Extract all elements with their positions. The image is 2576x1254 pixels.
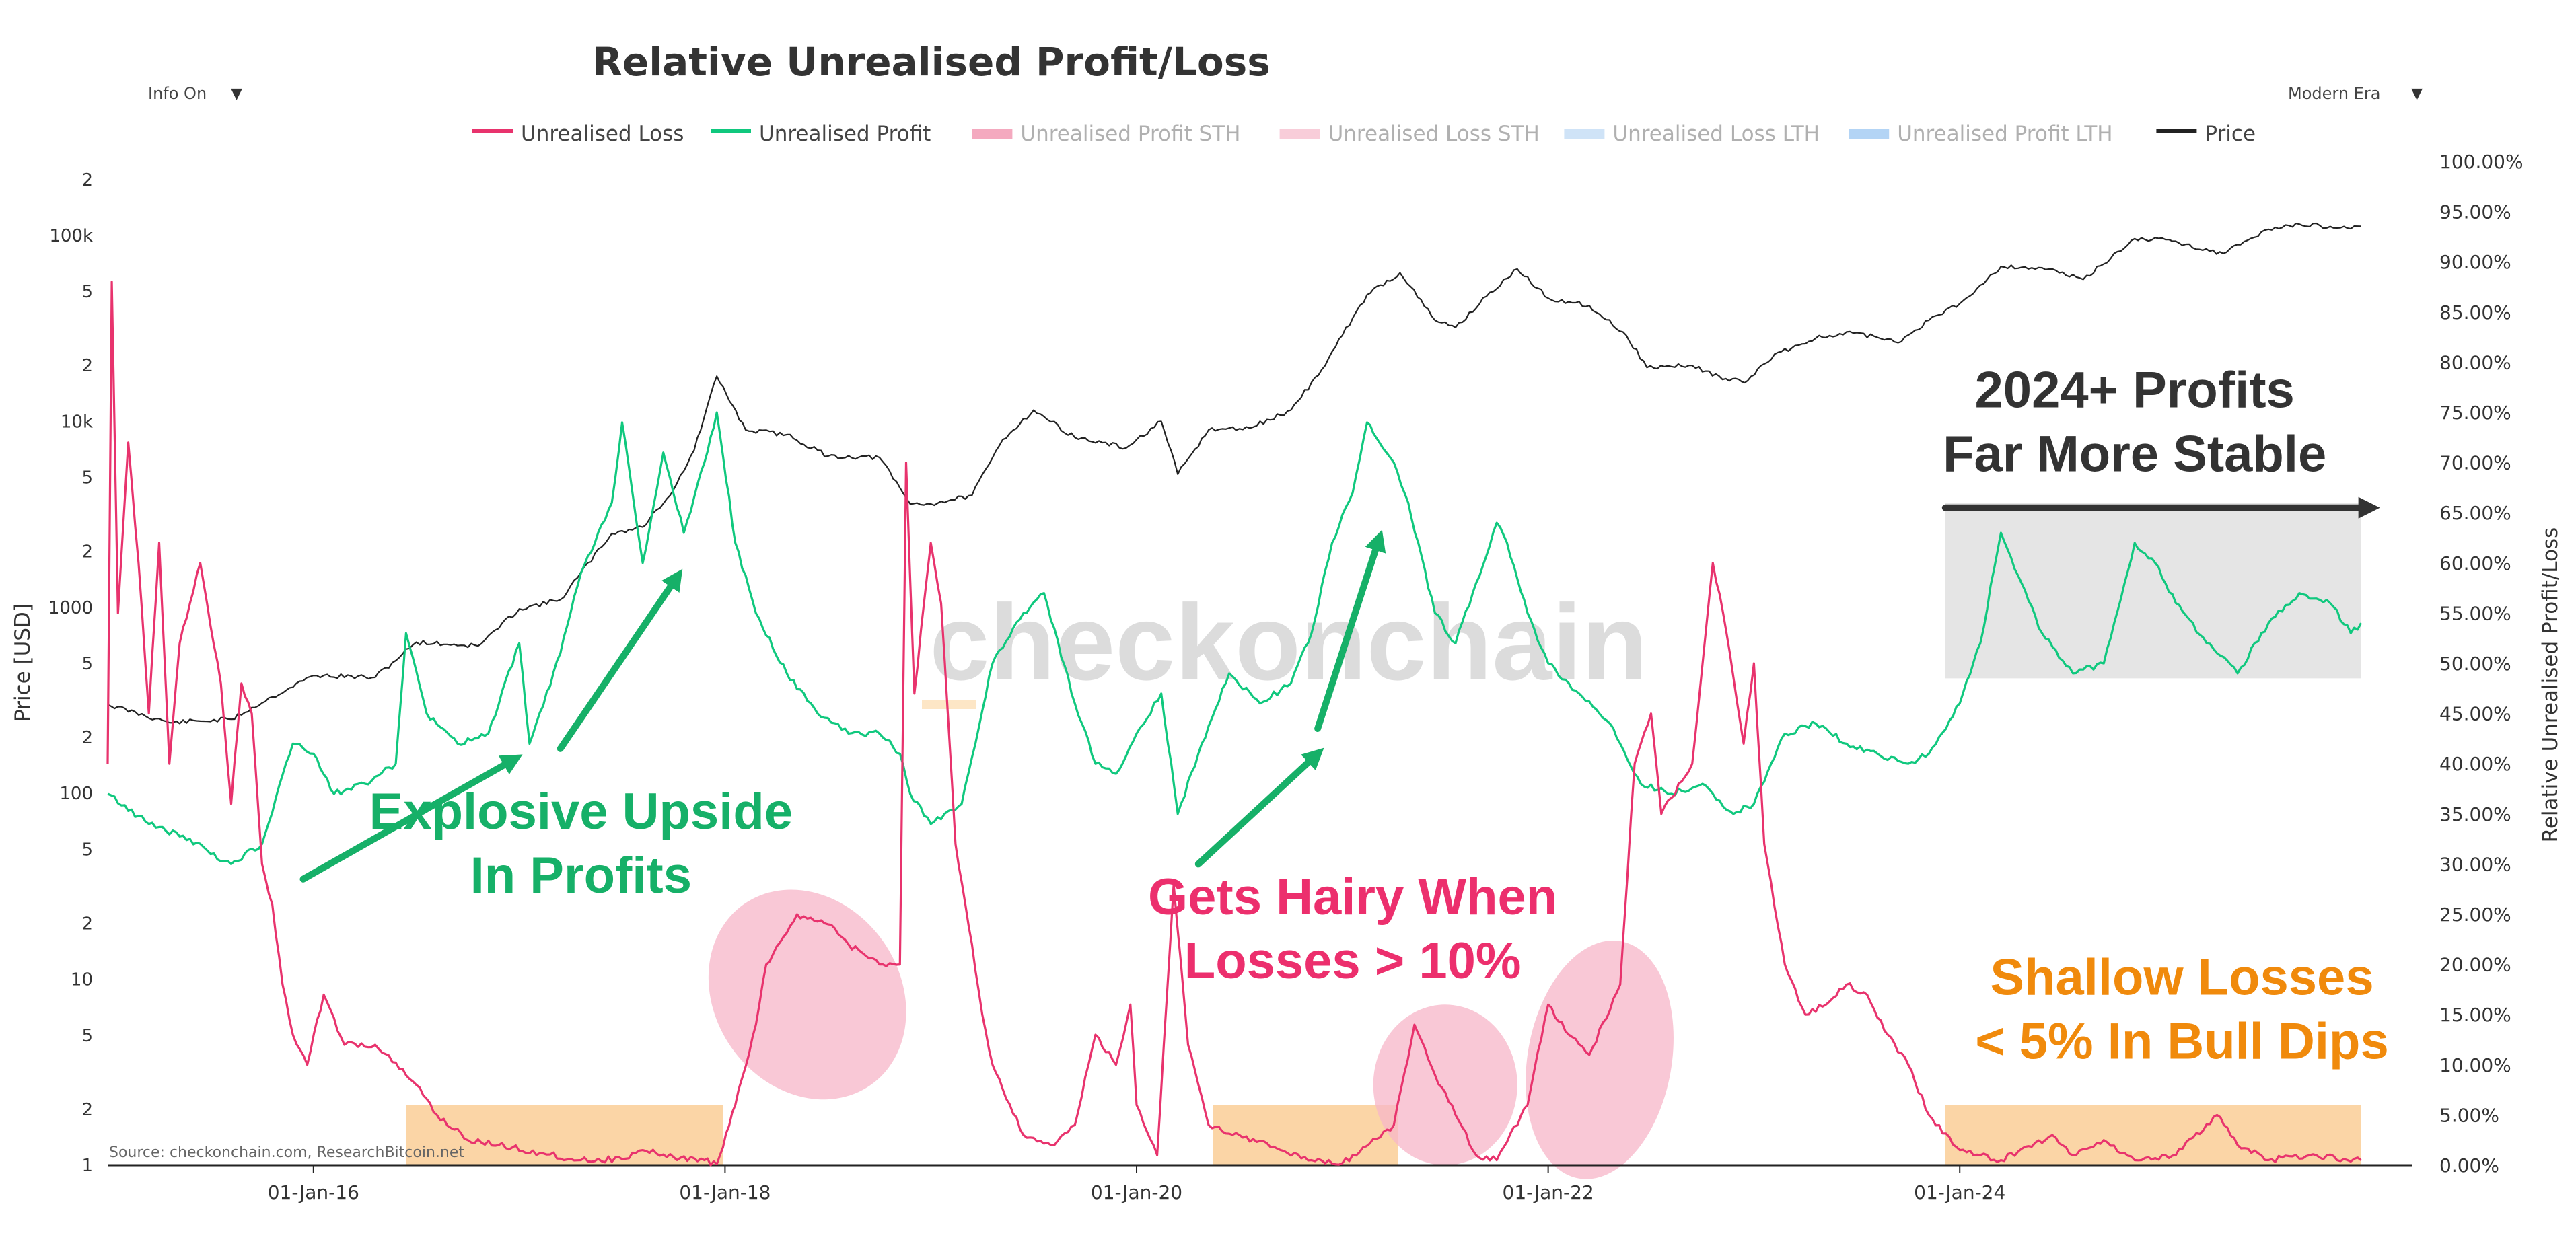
legend-label: Unrealised Loss LTH [1612, 122, 1820, 146]
y-right-tick-label: 75.00% [2439, 402, 2511, 424]
legend-swatch [1564, 129, 1605, 139]
y-left-tick-label: 2 [81, 1100, 93, 1120]
legend-label: Unrealised Profit STH [1020, 122, 1240, 146]
highlight-box [1213, 1105, 1398, 1165]
annotation-text: Explosive Upside [369, 783, 793, 840]
legend-item-unrealised-profit-lth[interactable]: Unrealised Profit LTH [1849, 122, 2113, 146]
y-right-tick-label: 10.00% [2439, 1054, 2511, 1076]
y-right-tick-label: 5.00% [2439, 1104, 2499, 1126]
legend-item-unrealised-profit-sth[interactable]: Unrealised Profit STH [972, 122, 1240, 146]
y-left-tick-label: 2 [81, 542, 93, 562]
legend-label: Unrealised Loss [521, 122, 684, 146]
annotation-text: Far More Stable [1943, 426, 2326, 483]
annotation-text: < 5% In Bull Dips [1975, 1012, 2388, 1070]
y-right-tick-label: 30.00% [2439, 853, 2511, 875]
y-left-tick-label: 5 [81, 840, 93, 860]
info-dropdown-label: Info On [148, 84, 207, 103]
y-right-tick-label: 55.00% [2439, 602, 2511, 624]
highlight-box [1945, 503, 2361, 679]
x-tick-label: 01-Jan-22 [1503, 1181, 1594, 1204]
era-dropdown[interactable]: Modern Era ▼ [2275, 75, 2436, 112]
legend-label: Unrealised Profit [759, 122, 931, 146]
y-left-tick-label: 10k [61, 412, 93, 432]
legend-item-price[interactable]: Price [2156, 122, 2256, 146]
legend-item-unrealised-loss-lth[interactable]: Unrealised Loss LTH [1564, 122, 1820, 146]
y-right-tick-label: 65.00% [2439, 502, 2511, 524]
watermark-accent [922, 700, 976, 709]
legend-swatch [1279, 129, 1320, 139]
annotation-text: 2024+ Profits [1975, 362, 2295, 419]
era-dropdown-label: Modern Era [2288, 84, 2381, 103]
x-tick-label: 01-Jan-20 [1091, 1181, 1182, 1204]
y-left-tick-label: 10 [71, 970, 93, 990]
y-right-tick-label: 35.00% [2439, 803, 2511, 825]
y-left-tick-label: 1000 [48, 598, 93, 618]
y-right-tick-label: 85.00% [2439, 301, 2511, 324]
annotation-text: In Profits [470, 847, 692, 904]
y-left-tick-label: 5 [81, 654, 93, 674]
annotation-text: Gets Hairy When [1148, 869, 1557, 926]
highlight-ellipse [1526, 940, 1674, 1179]
y-right-tick-label: 90.00% [2439, 251, 2511, 273]
legend-item-unrealised-profit[interactable]: Unrealised Profit [711, 122, 931, 146]
x-tick-label: 01-Jan-24 [1914, 1181, 2005, 1204]
y-right-tick-label: 40.00% [2439, 753, 2511, 775]
annotation-text: Shallow Losses [1990, 949, 2373, 1006]
highlight-ellipse [708, 889, 906, 1100]
y-left-tick-label: 100 [59, 784, 93, 804]
watermark: checkonchain [929, 582, 1647, 702]
legend-label: Unrealised Loss STH [1328, 122, 1540, 146]
y-right-tick-label: 25.00% [2439, 903, 2511, 926]
y-left-tick-label: 2 [81, 356, 93, 376]
annotation-arrow [299, 754, 523, 883]
y-left-tick-label: 2 [81, 914, 93, 934]
y-left-tick-label: 5 [81, 282, 93, 302]
chevron-down-icon: ▼ [2411, 85, 2423, 102]
y-left-tick-label: 1 [81, 1156, 93, 1176]
legend-swatch [711, 129, 751, 133]
y-right-tick-label: 100.00% [2439, 151, 2524, 173]
source-credit: Source: checkonchain.com, ResearchBitcoi… [109, 1144, 464, 1161]
legend-swatch [472, 129, 513, 133]
annotation-arrow [1194, 747, 1324, 868]
legend-label: Price [2205, 122, 2256, 146]
y-left-axis-title: Price [USD] [11, 603, 35, 722]
y-left-tick-label: 2 [81, 728, 93, 748]
y-left-tick-label: 2 [81, 170, 93, 190]
info-dropdown[interactable]: Info On ▼ [135, 75, 256, 112]
highlight-ellipse [1373, 1004, 1517, 1165]
series-line-unrealised-loss [106, 281, 2362, 1167]
legend-swatch [2156, 129, 2197, 133]
legend-item-unrealised-loss[interactable]: Unrealised Loss [472, 122, 684, 146]
x-tick-label: 01-Jan-16 [268, 1181, 359, 1204]
y-right-tick-label: 60.00% [2439, 552, 2511, 575]
legend-item-unrealised-loss-sth[interactable]: Unrealised Loss STH [1279, 122, 1540, 146]
y-right-tick-label: 70.00% [2439, 452, 2511, 474]
chart-title: Relative Unrealised Profit/Loss [592, 39, 1270, 85]
y-right-tick-label: 15.00% [2439, 1004, 2511, 1026]
y-right-tick-label: 80.00% [2439, 351, 2511, 373]
annotation-arrow [1314, 529, 1386, 732]
series-line-price [107, 222, 2361, 725]
y-left-tick-label: 100k [49, 226, 93, 246]
y-right-tick-label: 20.00% [2439, 954, 2511, 976]
legend-swatch [1849, 129, 1890, 139]
legend-swatch [972, 129, 1013, 139]
x-tick-label: 01-Jan-18 [679, 1181, 771, 1204]
y-right-tick-label: 95.00% [2439, 201, 2511, 223]
y-right-axis-title: Relative Unrealised Profit/Loss [2538, 527, 2563, 843]
y-right-tick-label: 50.00% [2439, 653, 2511, 675]
chevron-down-icon: ▼ [231, 85, 242, 102]
y-right-tick-label: 45.00% [2439, 703, 2511, 725]
y-left-tick-label: 5 [81, 468, 93, 488]
y-right-tick-label: 0.00% [2439, 1154, 2499, 1177]
legend-label: Unrealised Profit LTH [1897, 122, 2112, 146]
annotation-text: Losses > 10% [1184, 932, 1522, 990]
annotation-arrow [557, 568, 683, 752]
series-line-unrealised-profit [107, 411, 2362, 865]
y-left-tick-label: 5 [81, 1026, 93, 1046]
